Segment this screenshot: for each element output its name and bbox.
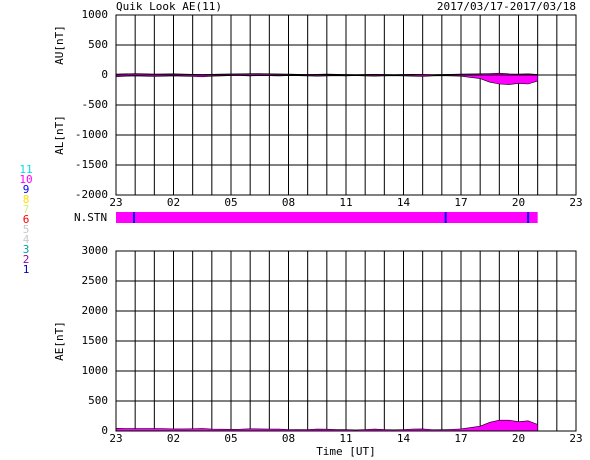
legend-entry: 4 [23,233,30,246]
legend-entry: 11 [19,163,32,176]
x-tick-label: 02 [167,432,180,445]
legend-entry: 5 [23,223,30,236]
x-tick-label: 23 [109,196,122,209]
x-tick-label: 14 [397,196,411,209]
y-tick-label: -2000 [75,188,108,201]
x-axis-label: Time [UT] [316,445,376,458]
x-tick-label: 20 [512,196,525,209]
x-tick-label: 08 [282,432,295,445]
legend-entry: 3 [23,243,30,256]
y-axis-label: AL[nT] [53,115,66,155]
x-tick-label: 02 [167,196,180,209]
y-axis-label: AE[nT] [53,321,66,361]
x-tick-label: 14 [397,432,411,445]
y-tick-label: 1000 [82,364,109,377]
y-tick-label: 1500 [82,334,109,347]
frame [115,250,577,432]
legend-entry: 1 [23,263,30,276]
legend-entry: 9 [23,183,30,196]
x-tick-label: 17 [454,196,467,209]
y-tick-label: -1500 [75,158,108,171]
nstn-bar [116,212,538,223]
x-tick-label: 23 [569,432,582,445]
y-tick-label: -1000 [75,128,108,141]
y-tick-label: 2000 [82,304,109,317]
x-tick-label: 23 [109,432,122,445]
legend-entry: 10 [19,173,32,186]
nstn-mark [527,212,530,223]
x-tick-label: 20 [512,432,525,445]
nstn-mark [133,212,136,223]
y-tick-label: 3000 [82,244,109,257]
area-ae [115,419,538,432]
date: 2017/03/17-2017/03/18 [437,0,576,13]
frame [115,14,577,196]
y-tick-label: -500 [82,98,109,111]
y-axis-label: AU[nT] [53,25,66,65]
x-tick-label: 11 [339,196,352,209]
legend-entry: 8 [23,193,30,206]
area-al [115,74,538,85]
y-tick-label: 500 [88,38,108,51]
y-tick-label: 0 [101,68,108,81]
x-tick-label: 05 [224,196,237,209]
title: Quik Look AE(11) [116,0,222,13]
x-tick-label: 05 [224,432,237,445]
nstn-mark [444,212,447,223]
y-tick-label: 500 [88,394,108,407]
legend-entry: 2 [23,253,30,266]
x-tick-label: 11 [339,432,352,445]
x-tick-label: 08 [282,196,295,209]
legend-entry: 7 [23,203,30,216]
y-tick-label: 1000 [82,8,109,21]
legend-entry: 6 [23,213,30,226]
x-tick-label: 17 [454,432,467,445]
y-tick-label: 0 [101,424,108,437]
x-tick-label: 23 [569,196,582,209]
y-tick-label: 2500 [82,274,109,287]
nstn-label: N.STN [74,211,107,224]
